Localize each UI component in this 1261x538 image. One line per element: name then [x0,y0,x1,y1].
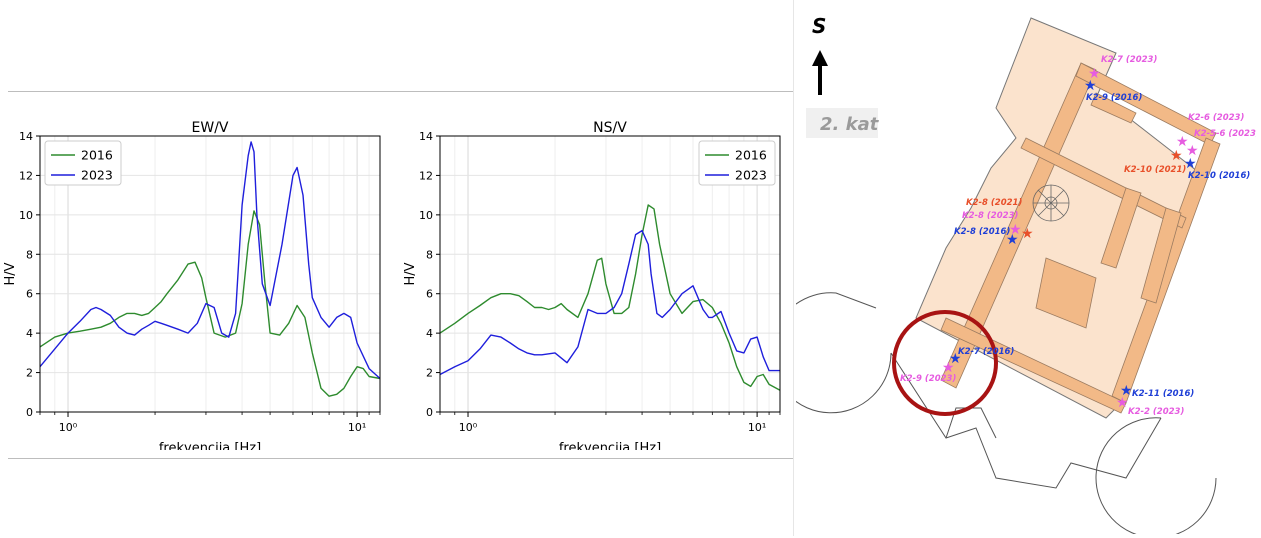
x-axis-label: frekvencija [Hz] [159,441,261,450]
star-marker-k2-8-2016: ★ [1006,232,1019,248]
x-axis-label: frekvencija [Hz] [559,441,661,450]
star-marker-k2-8-2021: ★ [1021,226,1034,242]
floor-label: 2. kat [820,114,879,135]
y-tick-label: 12 [419,169,433,182]
chart-title: EW/V [192,120,229,136]
star-marker-k2-7-2023: ★ [1088,66,1101,82]
label-k2-9-2023: K2-9 (2023) [900,374,956,384]
y-tick-label: 8 [426,248,433,261]
y-tick-label: 8 [26,248,33,261]
y-tick-label: 2 [426,367,433,380]
spiral-stair [1032,184,1070,222]
inner-wall-3 [1090,92,1137,124]
wall-left-long [940,62,1097,389]
inner-wall-1 [1100,187,1142,269]
room-block [1035,257,1097,329]
label-k2-10-2021: K2-10 (2021) [1124,165,1186,175]
direction-label: S [812,14,827,38]
legend-label-2023: 2023 [81,168,113,183]
label-k2-11-2016: K2-11 (2016) [1132,389,1194,399]
star-marker-k2-7-2016: ★ [949,351,962,367]
legend-label-2016: 2016 [735,148,767,163]
y-axis-label: H/V [3,262,18,285]
label-k2-8-2021: K2-8 (2021) [966,198,1022,208]
y-tick-label: 6 [26,288,33,301]
highlight-circle [892,310,998,416]
plot-frame [39,135,381,413]
star-marker-k2-10-2021: ★ [1170,148,1183,164]
left-round-tower-outline [770,292,892,414]
y-tick-label: 6 [426,288,433,301]
label-k2-7-2016: K2-7 (2016) [958,347,1014,357]
x-tick-label: 10⁰ [59,421,78,434]
y-tick-label: 0 [26,406,33,419]
legend-box [44,140,122,186]
label-k2-6-2023: K2-6 (2023) [1188,113,1244,123]
star-marker-k2-9-2016: ★ [1084,78,1097,94]
label-k2-2-2023: K2-2 (2023) [1128,407,1184,417]
y-tick-label: 10 [19,209,33,222]
top-rule [8,91,793,92]
lower-outline [890,352,1162,489]
star-marker-k2-10-2016: ★ [1184,156,1197,172]
star-marker-k2-5-6-2023: ★ [1186,143,1199,159]
star-marker-k2-2-2023: ★ [1116,395,1129,411]
legend-label-2016: 2016 [81,148,113,163]
chart-ew-v: 0 2 4 6 8 10 12 14 10⁰ 10¹ EW/V frekvencija [Hz] H/V… [3,120,381,450]
y-tick-label: 4 [26,327,33,340]
floor-plan-drawing: ★ ★ ★ ★ ★ ★ ★ ★ ★ ★ ★ ★ ★ K2-7 (2023) K2… [770,17,1260,538]
label-k2-9-2016: K2-9 (2016) [1086,93,1142,103]
label-k2-7-2023-top: K2-7 (2023) [1101,55,1157,65]
x-tick-label: 10¹ [748,421,766,434]
north-arrow-icon [812,50,828,95]
bottom-rule [8,458,793,459]
star-marker-k2-8-2023: ★ [1009,222,1022,238]
series-line-2023 [39,141,381,380]
star-marker-k2-9-2023: ★ [942,360,955,376]
y-tick-label: 10 [419,209,433,222]
floor-plan: ★ ★ ★ ★ ★ ★ ★ ★ ★ ★ ★ ★ ★ K2-7 (2023) K2… [770,8,1260,538]
wall-bottom-long [940,317,1127,414]
y-tick-label: 12 [19,169,33,182]
label-k2-8-2016: K2-8 (2016) [954,227,1010,237]
y-tick-label: 4 [426,327,433,340]
chart-ns-v: 0 2 4 6 8 10 12 14 10⁰ 10¹ NS/V frekvencija [Hz] H/V… [403,120,781,450]
series-line-2023 [439,229,780,376]
star-marker-k2-6-2023: ★ [1176,134,1189,150]
chart-title: NS/V [593,120,627,136]
floor-label-box [806,108,878,138]
plot-frame [439,135,781,413]
right-round-tower-outline [1095,417,1217,538]
y-tick-label: 2 [26,367,33,380]
y-tick-label: 14 [19,130,33,143]
star-marker-k2-11-2016: ★ [1120,383,1133,399]
label-k2-5-6-2023: K2-5-6 (2023) [1194,129,1256,139]
y-tick-label: 0 [426,406,433,419]
panel-divider [793,0,794,536]
y-tick-label: 14 [419,130,433,143]
legend-label-2023: 2023 [735,168,767,183]
y-axis-label: H/V [403,262,418,285]
inner-wall-2 [1140,207,1182,304]
legend-box [698,140,776,186]
series-line-2016 [39,210,381,397]
series-line-2016 [439,204,781,391]
x-tick-label: 10⁰ [459,421,478,434]
label-k2-10-2016: K2-10 (2016) [1188,171,1250,181]
x-tick-label: 10¹ [348,421,366,434]
label-k2-8-2023: K2-8 (2023) [962,211,1018,221]
